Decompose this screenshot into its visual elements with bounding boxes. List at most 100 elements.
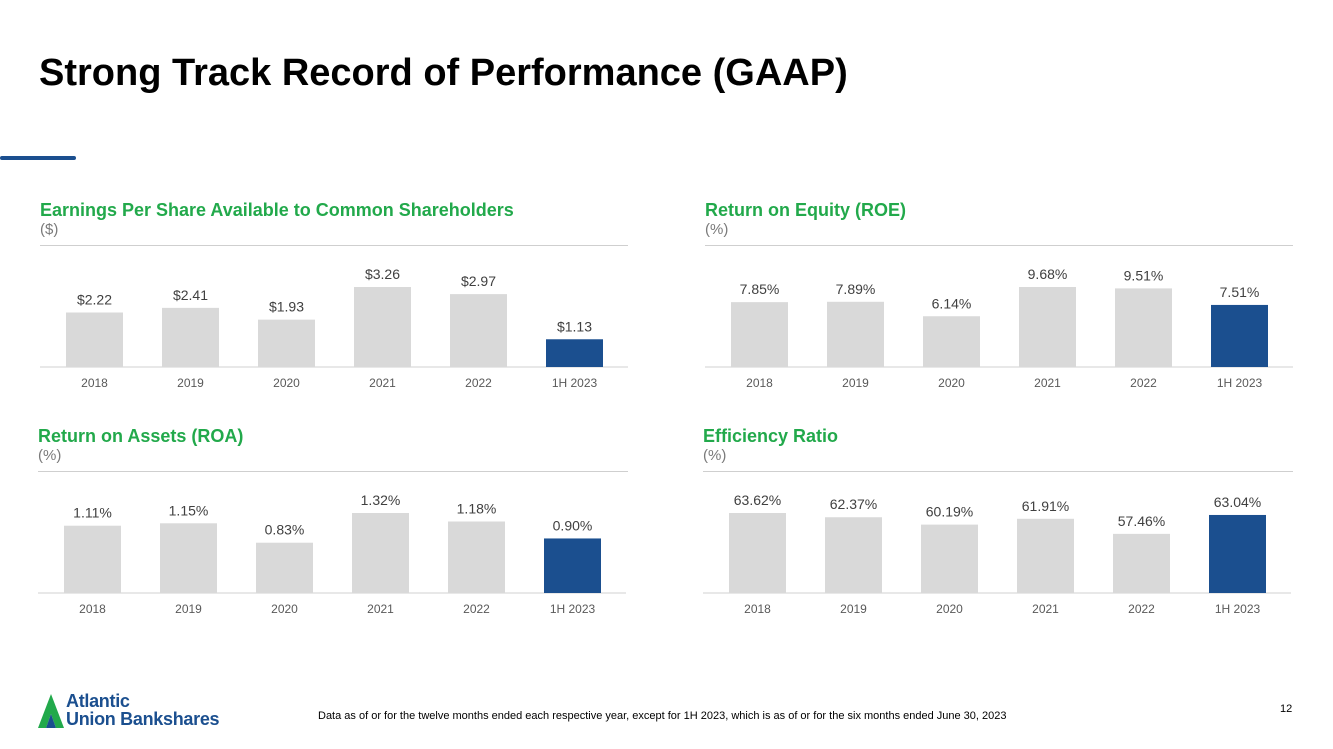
bar	[544, 538, 601, 593]
data-label: 9.68%	[1028, 266, 1068, 282]
efficiency-bar-chart: 63.62% 2018 62.37% 2019 60.19% 2020 61.91% 2021…	[703, 492, 1291, 616]
bar	[256, 542, 313, 593]
x-tick-label: 2020	[938, 376, 965, 390]
bar	[160, 523, 217, 593]
page-number: 12	[1280, 703, 1293, 715]
data-label: 61.91%	[1022, 498, 1069, 514]
data-label: 7.51%	[1220, 284, 1260, 300]
x-tick-label: 1H 2023	[552, 376, 598, 390]
x-tick-label: 2020	[936, 602, 963, 616]
bar	[729, 513, 786, 593]
x-tick-label: 2019	[842, 376, 869, 390]
x-tick-label: 2019	[177, 376, 204, 390]
x-tick-label: 2018	[746, 376, 773, 390]
x-tick-label: 2018	[79, 602, 106, 616]
bar	[1211, 304, 1268, 367]
bar	[1019, 287, 1076, 367]
data-label: 1.11%	[73, 505, 112, 521]
company-logo: Atlantic Union Bankshares	[38, 692, 268, 732]
bar	[1209, 514, 1266, 593]
data-label: $2.22	[77, 292, 112, 308]
bar	[825, 517, 882, 593]
chart-divider	[705, 245, 1293, 246]
bar	[64, 525, 121, 593]
data-label: $1.13	[557, 318, 592, 334]
chart-title: Return on Assets (ROA)	[38, 426, 244, 446]
page-title: Strong Track Record of Performance (GAAP…	[39, 52, 848, 94]
x-tick-label: 2020	[273, 376, 300, 390]
x-tick-label: 2022	[1130, 376, 1157, 390]
x-tick-label: 1H 2023	[1215, 602, 1261, 616]
accent-bar	[0, 156, 76, 160]
bar	[827, 301, 884, 367]
x-tick-label: 2022	[463, 602, 490, 616]
x-tick-label: 2021	[1034, 376, 1061, 390]
chart-unit: (%)	[703, 447, 727, 464]
chart-title: Return on Equity (ROE)	[705, 200, 906, 220]
chart-unit: (%)	[705, 221, 729, 238]
eps-chart-panel: Earnings Per Share Available to Common S…	[40, 199, 632, 419]
bar	[354, 287, 411, 367]
data-label: 60.19%	[926, 504, 973, 520]
roa-chart-panel: Return on Assets (ROA) (%) 1.11% 2018 1.15…	[38, 425, 630, 645]
efficiency-chart-panel: Efficiency Ratio (%) 63.62% 2018 62.37% 201…	[703, 425, 1295, 645]
data-label: 0.83%	[265, 522, 305, 538]
data-label: 63.62%	[734, 492, 781, 508]
chart-divider	[703, 471, 1293, 472]
bar	[923, 316, 980, 367]
logo-line-1: Atlantic	[66, 691, 130, 711]
data-label: 1.15%	[169, 502, 209, 518]
data-label: 1.32%	[361, 492, 401, 508]
x-tick-label: 2021	[367, 602, 394, 616]
logo-mountain-icon	[38, 694, 64, 728]
bar	[258, 319, 315, 367]
x-tick-label: 2020	[271, 602, 298, 616]
data-label: 63.04%	[1214, 494, 1261, 510]
data-label: 57.46%	[1118, 513, 1165, 529]
chart-divider	[40, 245, 628, 246]
bar	[162, 307, 219, 367]
bar	[546, 339, 603, 367]
x-tick-label: 2019	[840, 602, 867, 616]
logo-line-2: Union Bankshares	[66, 709, 220, 729]
data-label: $2.41	[173, 287, 208, 303]
bar	[352, 513, 409, 593]
data-label: $2.97	[461, 273, 496, 289]
data-label: 62.37%	[830, 496, 877, 512]
bar	[731, 302, 788, 367]
roe-chart-panel: Return on Equity (ROE) (%) 7.85% 2018 7.89…	[705, 199, 1297, 419]
chart-title: Earnings Per Share Available to Common S…	[40, 200, 514, 220]
eps-bar-chart: $2.22 2018 $2.41 2019 $1.93 2020 $3.26 2021 $2.9…	[40, 266, 628, 390]
roe-bar-chart: 7.85% 2018 7.89% 2019 6.14% 2020 9.68% 2021 9.51…	[705, 266, 1293, 390]
x-tick-label: 2019	[175, 602, 202, 616]
data-label: $1.93	[269, 299, 304, 315]
bar	[921, 524, 978, 593]
data-label: 7.85%	[740, 281, 780, 297]
x-tick-label: 2022	[1128, 602, 1155, 616]
chart-unit: (%)	[38, 447, 62, 464]
bar	[66, 312, 123, 367]
x-tick-label: 2018	[744, 602, 771, 616]
roa-bar-chart: 1.11% 2018 1.15% 2019 0.83% 2020 1.32% 2021 1.18…	[38, 492, 626, 616]
x-tick-label: 2021	[369, 376, 396, 390]
chart-unit: ($)	[40, 221, 59, 238]
logo-wordmark: Atlantic Union Bankshares	[66, 691, 220, 729]
data-label: 6.14%	[932, 295, 972, 311]
bar	[450, 294, 507, 367]
bar	[448, 521, 505, 593]
data-label: 9.51%	[1124, 267, 1164, 283]
chart-divider	[38, 471, 628, 472]
bar	[1113, 533, 1170, 593]
footnote: Data as of or for the twelve months ende…	[318, 710, 1007, 722]
x-tick-label: 2018	[81, 376, 108, 390]
data-label: 7.89%	[836, 281, 876, 297]
data-label: $3.26	[365, 266, 400, 282]
x-tick-label: 2022	[465, 376, 492, 390]
chart-title: Efficiency Ratio	[703, 426, 839, 446]
data-label: 0.90%	[553, 517, 593, 533]
data-label: 1.18%	[457, 500, 497, 516]
x-tick-label: 1H 2023	[1217, 376, 1263, 390]
x-tick-label: 2021	[1032, 602, 1059, 616]
bar	[1017, 518, 1074, 593]
bar	[1115, 288, 1172, 367]
